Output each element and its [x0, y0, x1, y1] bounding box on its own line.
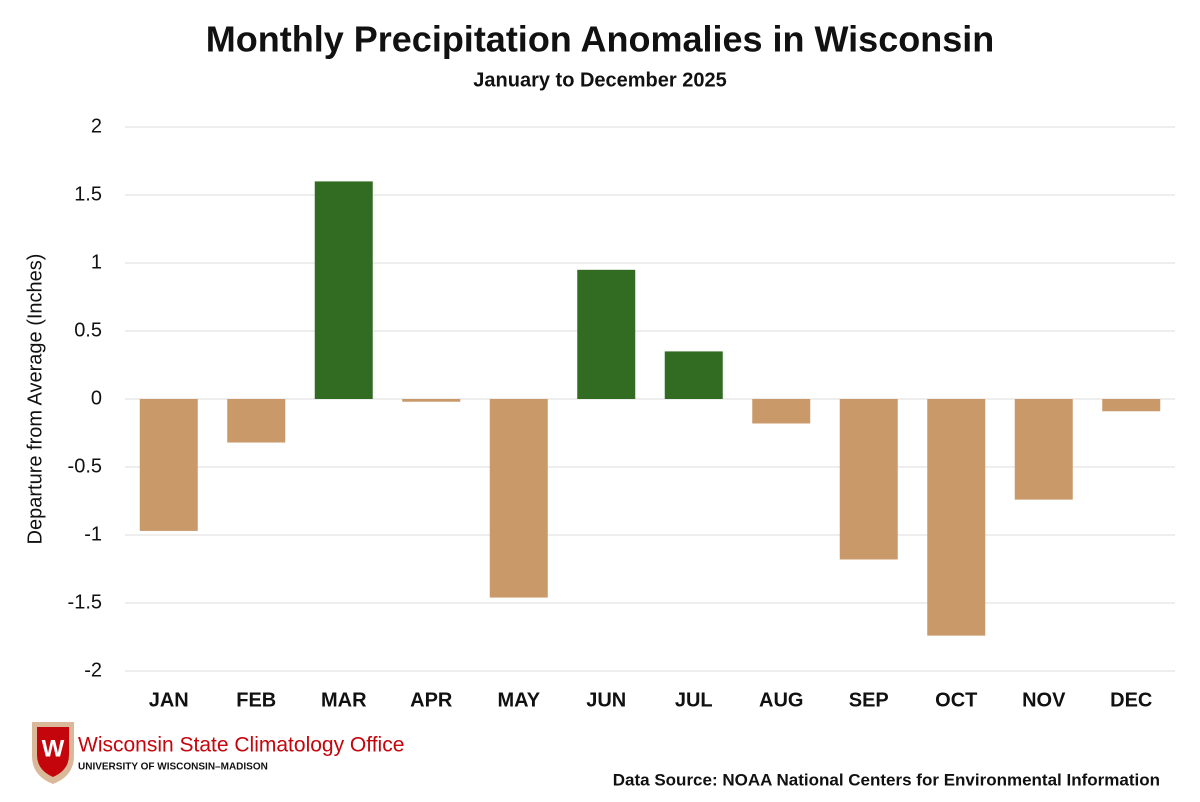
x-tick-label: NOV — [1022, 689, 1066, 711]
bar — [402, 399, 461, 402]
x-tick-label: JUN — [586, 689, 626, 711]
bar — [577, 269, 636, 399]
x-tick-label: FEB — [236, 689, 276, 711]
bar — [927, 399, 986, 636]
logo-letter: W — [42, 735, 65, 762]
bar — [839, 399, 898, 560]
x-tick-label: JUL — [675, 689, 713, 711]
x-tick-label: SEP — [849, 689, 889, 711]
bar — [489, 399, 548, 598]
source-note: Data Source: NOAA National Centers for E… — [613, 770, 1160, 789]
y-tick-label: 1.5 — [74, 183, 102, 205]
y-tick-label: 2 — [91, 115, 102, 137]
y-axis-label: Departure from Average (Inches) — [24, 254, 46, 545]
y-tick-label: -2 — [84, 659, 102, 681]
chart-subtitle: January to December 2025 — [473, 69, 726, 91]
bar — [1014, 399, 1073, 500]
x-tick-label: APR — [410, 689, 453, 711]
x-tick-label: OCT — [935, 689, 977, 711]
bar — [664, 351, 723, 399]
x-tick-label: MAR — [321, 689, 367, 711]
logo-title: Wisconsin State Climatology Office — [78, 734, 404, 757]
y-tick-label: 1 — [91, 251, 102, 273]
y-tick-label: -1 — [84, 523, 102, 545]
x-tick-label: MAY — [497, 689, 540, 711]
x-tick-label: JAN — [149, 689, 189, 711]
bar — [139, 399, 198, 531]
bar — [314, 181, 373, 399]
logo-subtitle: UNIVERSITY OF WISCONSIN–MADISON — [78, 762, 268, 773]
y-tick-label: -0.5 — [68, 455, 102, 477]
chart-title: Monthly Precipitation Anomalies in Wisco… — [206, 19, 994, 60]
x-tick-label: AUG — [759, 689, 803, 711]
x-tick-label: DEC — [1110, 689, 1152, 711]
y-tick-label: 0.5 — [74, 319, 102, 341]
bar — [227, 399, 286, 443]
bar — [752, 399, 811, 424]
logo-shield-inner — [37, 727, 69, 777]
y-tick-label: -1.5 — [68, 591, 102, 613]
y-tick-label: 0 — [91, 387, 102, 409]
bar — [1102, 399, 1161, 412]
